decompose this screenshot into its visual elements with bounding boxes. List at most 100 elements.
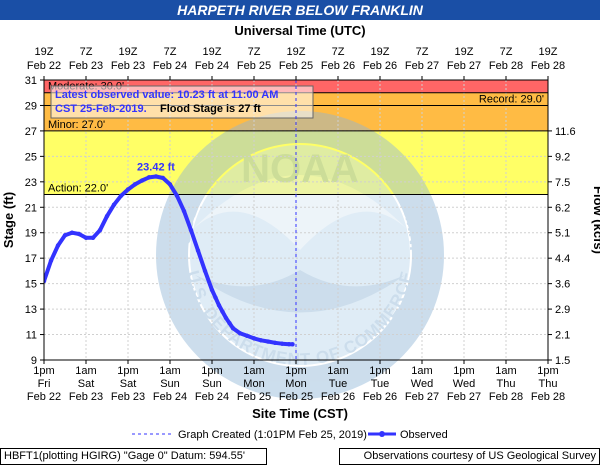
x-tick-day: Fri [38, 378, 51, 390]
top-tick-date: Feb 28 [489, 60, 523, 72]
top-tick-date: Feb 26 [363, 60, 397, 72]
observed-point [223, 315, 229, 321]
observations-credit: Observations courtesy of US Geological S… [339, 448, 600, 465]
observed-point [62, 233, 68, 238]
y-tick-label: 29 [25, 100, 37, 112]
observed-point [146, 175, 152, 180]
observed-point [272, 340, 278, 346]
top-tick-date: Feb 24 [195, 60, 229, 72]
observed-point [139, 178, 145, 183]
observed-point [125, 187, 131, 192]
x-tick-date: Feb 24 [195, 391, 229, 403]
y-tick-label: 17 [25, 253, 37, 265]
observed-point [69, 230, 75, 235]
observed-point [290, 342, 295, 347]
observed-point [244, 333, 250, 339]
y-tick-label: 13 [25, 304, 37, 316]
latest-value-line1: Latest observed value: 10.23 ft at 11:00… [55, 89, 278, 101]
legend: Graph Created (1:01PM Feb 25, 2019) Obse… [132, 429, 448, 441]
x-axis-label: Site Time (CST) [252, 406, 348, 421]
x-tick-date: Feb 26 [363, 391, 397, 403]
title-bar [0, 0, 600, 20]
x-tick-time: 1pm [33, 365, 54, 377]
flood-stage-text: Flood Stage is 27 ft [160, 103, 261, 115]
observed-point [213, 295, 218, 300]
legend-observed-text: Observed [400, 429, 448, 441]
y-tick-label: 11 [26, 330, 37, 342]
datum-footer: HBFT1(plotting HGIRG) "Gage 0" Datum: 59… [0, 448, 267, 465]
top-tick-date: Feb 27 [405, 60, 439, 72]
top-tick-time: 7Z [164, 46, 177, 58]
y-tick-label: 25 [25, 151, 37, 163]
top-tick-time: 7Z [500, 46, 513, 58]
top-tick-date: Feb 27 [447, 60, 481, 72]
top-tick-time: 7Z [416, 46, 429, 58]
y2-tick-label: 5.1 [555, 228, 570, 240]
y2-tick-label: 4.4 [555, 253, 570, 265]
top-tick-date: Feb 25 [279, 60, 313, 72]
grid-lines [44, 80, 548, 360]
x-tick-time: 1pm [117, 365, 138, 377]
observed-point [83, 235, 89, 241]
top-tick-time: 19Z [35, 46, 54, 58]
y-axis-label: Stage (ft) [1, 192, 16, 248]
x-tick-date: Feb 25 [237, 391, 271, 403]
observed-point [111, 202, 117, 207]
observed-point [216, 303, 222, 308]
observed-point [251, 336, 257, 341]
observed-point [97, 227, 103, 233]
x-tick-day: Tue [329, 378, 348, 390]
observed-point [132, 182, 138, 187]
top-tick-time: 19Z [119, 46, 138, 58]
x-tick-time: 1pm [285, 365, 306, 377]
y2-tick-label: 7.5 [555, 177, 570, 189]
threshold-action-label: Action: 22.0' [48, 183, 108, 195]
observed-point [220, 309, 225, 314]
x-tick-time: 1am [327, 365, 348, 377]
legend-created-text: Graph Created (1:01PM Feb 25, 2019) [178, 429, 367, 441]
threshold-record-label: Record: 29.0' [479, 93, 544, 105]
observed-point [153, 174, 159, 179]
observed-point [76, 231, 82, 237]
top-tick-date: Feb 25 [237, 60, 271, 72]
latest-value-box: Latest observed value: 10.23 ft at 11:00… [50, 85, 314, 119]
y-tick-label: 9 [31, 355, 37, 367]
top-tick-time: 19Z [539, 46, 558, 58]
x-tick-date: Feb 28 [489, 391, 523, 403]
x-tick-date: Feb 25 [279, 391, 313, 403]
y2-tick-label: 2.9 [555, 304, 570, 316]
top-tick-date: Feb 22 [27, 60, 61, 72]
top-tick-time: 7Z [248, 46, 261, 58]
y2-tick-label: 9.2 [555, 151, 570, 163]
x-tick-day: Thu [497, 378, 516, 390]
observed-point [202, 268, 208, 274]
observed-point [160, 175, 166, 181]
latest-value-line2a: CST 25-Feb-2019. [55, 103, 147, 115]
observed-point [227, 320, 232, 326]
top-tick-date: Feb 23 [69, 60, 103, 72]
y-tick-label: 31 [25, 75, 37, 87]
x-tick-day: Sun [202, 378, 222, 390]
observed-point [230, 325, 236, 331]
observed-point [55, 243, 61, 248]
x-tick-time: 1am [243, 365, 264, 377]
x-tick-date: Feb 22 [27, 391, 61, 403]
observed-point [188, 227, 194, 233]
x-tick-date: Feb 27 [405, 391, 439, 403]
observed-point [174, 193, 180, 199]
observed-point [167, 182, 173, 187]
peak-label: 23.42 ft [137, 161, 175, 173]
top-tick-time: 19Z [203, 46, 222, 58]
y2-tick-label: 1.5 [555, 355, 570, 367]
y-tick-label: 23 [25, 177, 37, 189]
observed-line [44, 174, 295, 347]
observed-point [195, 248, 201, 253]
x-tick-day: Sun [160, 378, 180, 390]
x-tick-date: Feb 28 [531, 391, 565, 403]
top-axis-label: Universal Time (UTC) [234, 23, 365, 38]
top-tick-date: Feb 24 [153, 60, 187, 72]
x-tick-time: 1am [495, 365, 516, 377]
top-tick-time: 19Z [455, 46, 474, 58]
